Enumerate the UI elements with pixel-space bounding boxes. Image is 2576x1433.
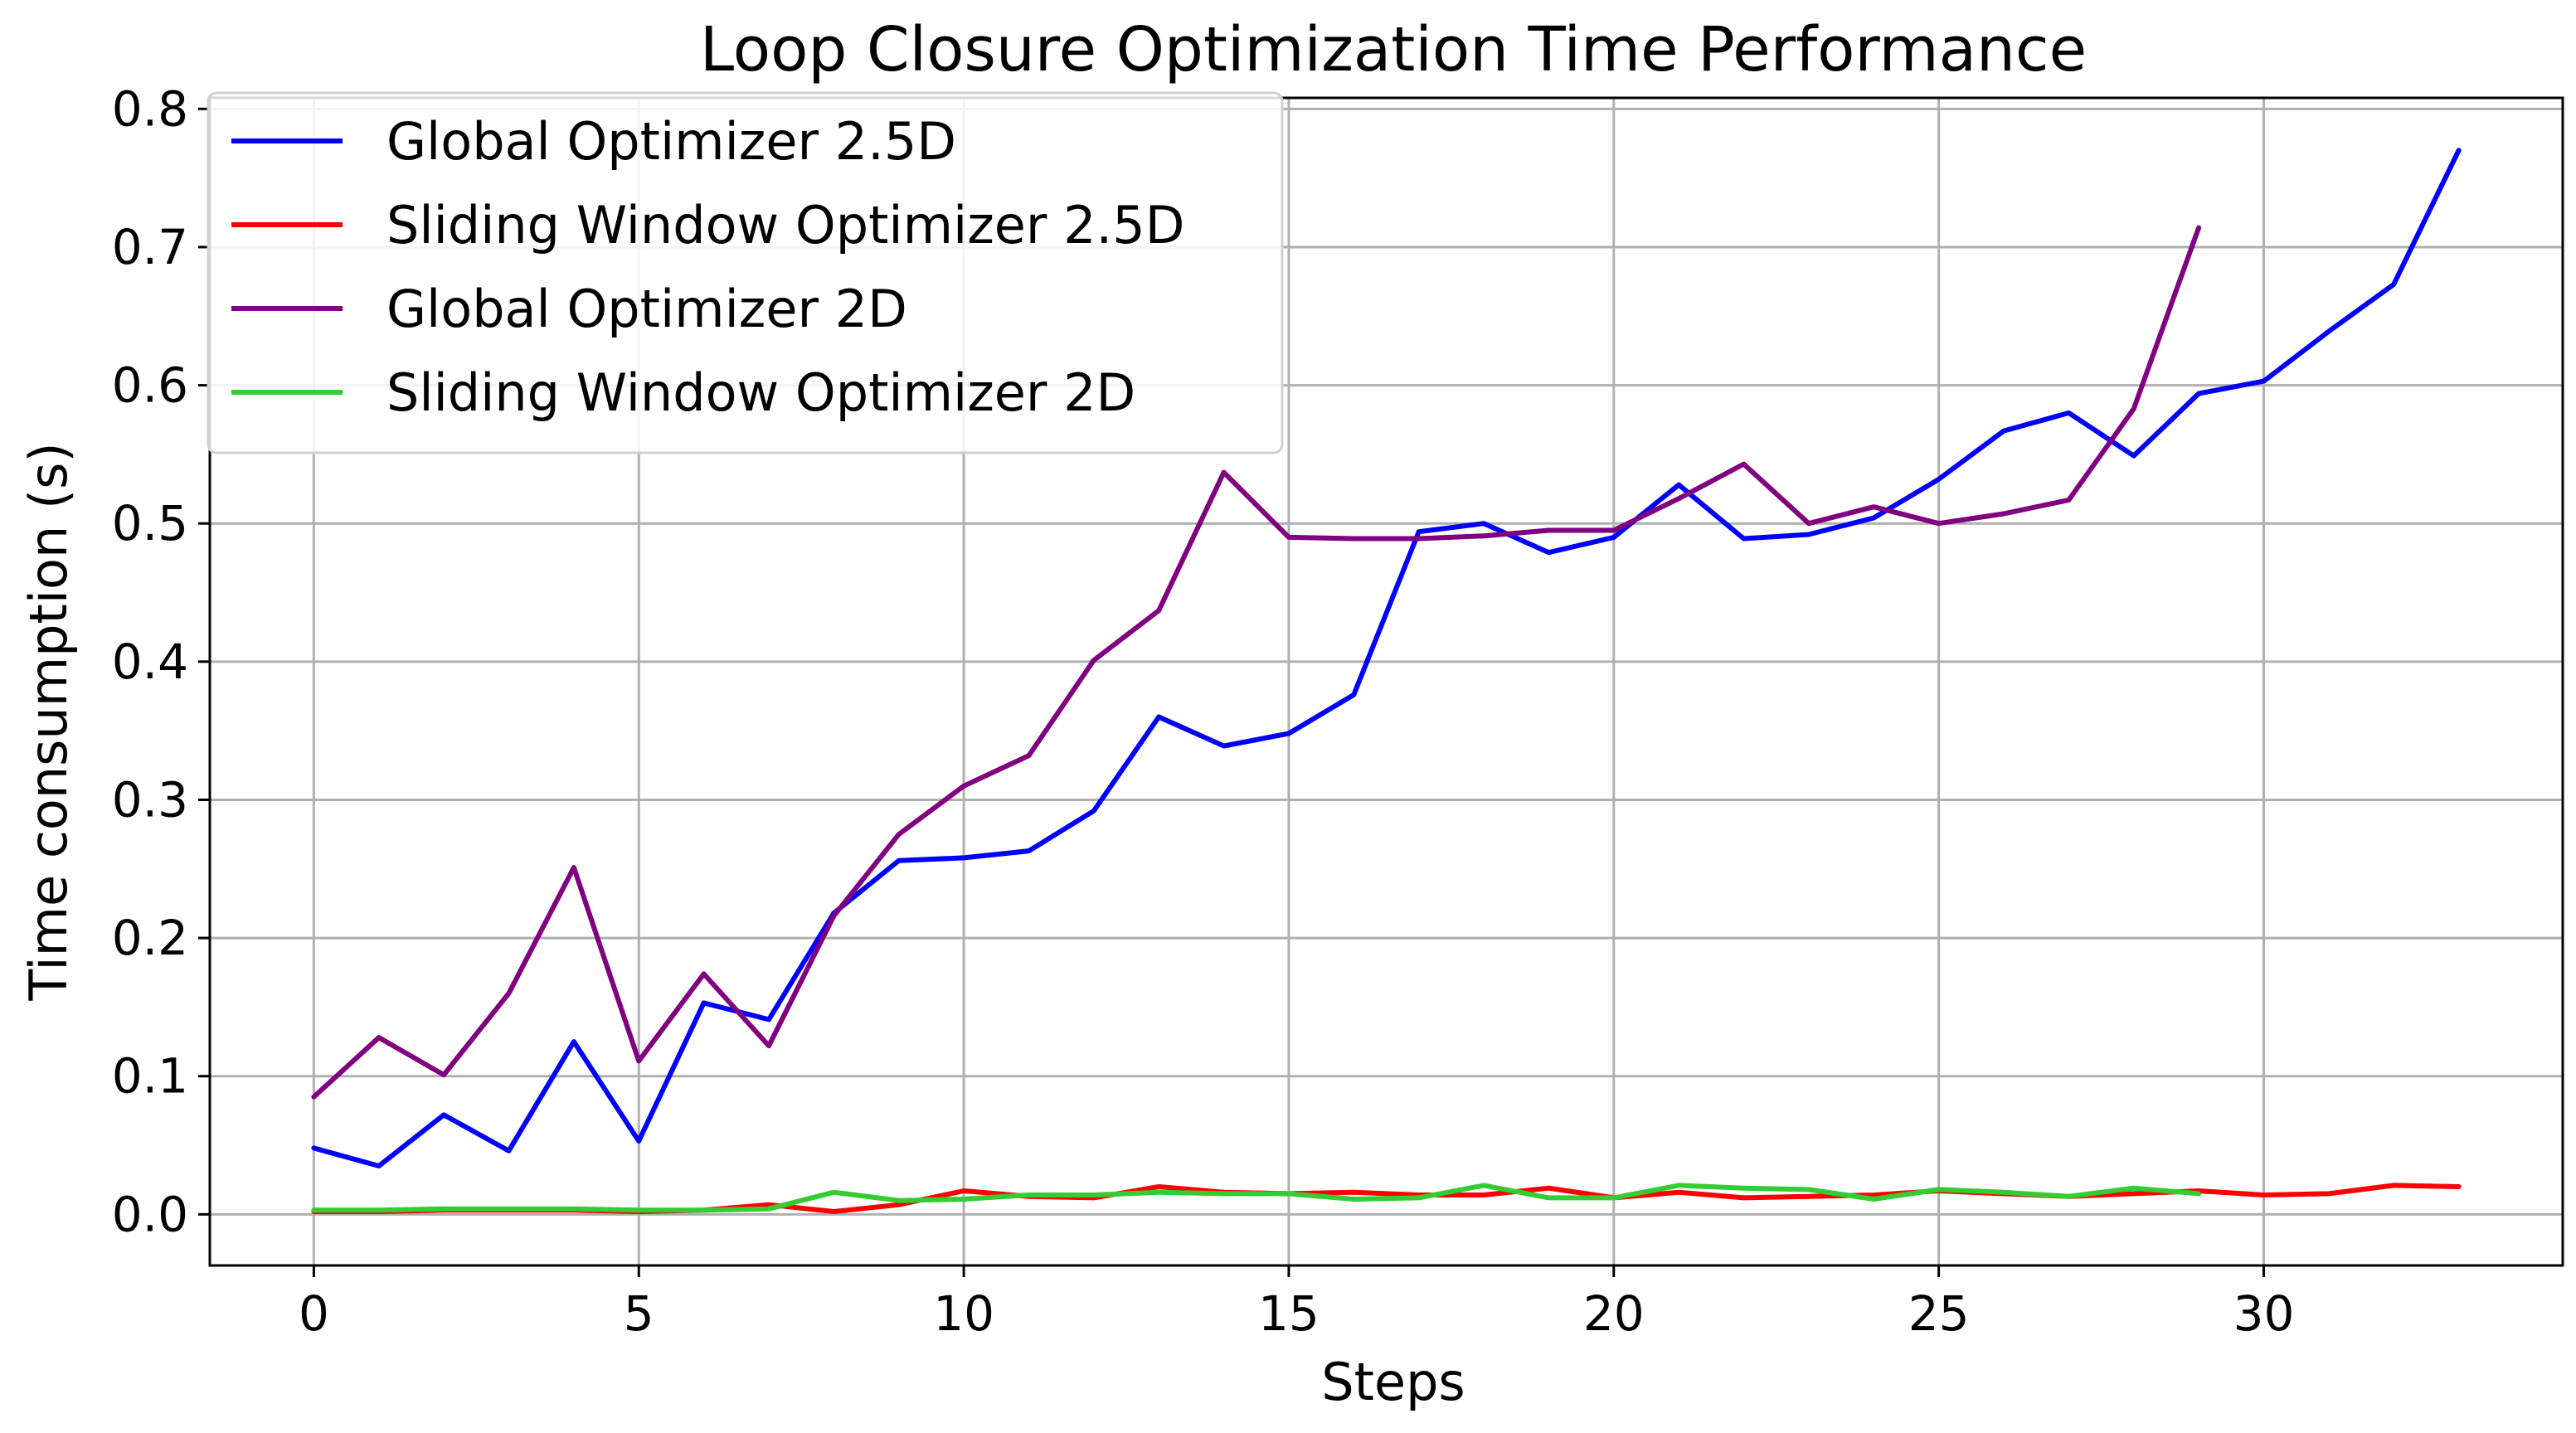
x-axis-label: Steps xyxy=(1321,1352,1465,1412)
x-tick-label: 25 xyxy=(1908,1285,1970,1342)
series-line-1 xyxy=(311,148,2462,1168)
legend-label: Global Optimizer 2.5D xyxy=(386,111,956,172)
legend-label: Sliding Window Optimizer 2D xyxy=(386,362,1135,423)
y-tick-label: 0.3 xyxy=(112,771,188,828)
x-tick-label: 10 xyxy=(933,1285,994,1342)
legend-item: Global Optimizer 2.5D xyxy=(231,111,956,172)
legend-item: Sliding Window Optimizer 2D xyxy=(231,362,1135,423)
y-tick-label: 0.5 xyxy=(112,495,188,551)
y-tick-label: 0.7 xyxy=(112,219,188,275)
y-tick-label: 0.6 xyxy=(112,357,188,414)
x-tick-label: 30 xyxy=(2233,1285,2295,1342)
x-tick-label: 20 xyxy=(1583,1285,1645,1342)
y-tick-label: 0.2 xyxy=(112,910,188,966)
legend-label: Sliding Window Optimizer 2.5D xyxy=(386,195,1184,255)
legend-label: Global Optimizer 2D xyxy=(386,279,907,339)
legend-item: Sliding Window Optimizer 2.5D xyxy=(231,195,1184,255)
series-lines xyxy=(311,148,2462,1214)
plot-frame xyxy=(208,96,2564,1267)
chart-title: Loop Closure Optimization Time Performan… xyxy=(700,14,2087,85)
x-tick-label: 15 xyxy=(1258,1285,1320,1342)
y-axis-label: Time consumption (s) xyxy=(18,442,79,1001)
series-line-3 xyxy=(311,225,2202,1100)
y-tick-label: 0.4 xyxy=(112,634,188,690)
legend-item: Global Optimizer 2D xyxy=(231,279,907,339)
y-tick-label: 0.0 xyxy=(112,1186,188,1242)
grid-lines xyxy=(210,98,2563,1265)
legend-box xyxy=(207,91,1284,454)
axis-ticks: 0 5 10 15 20 25 30 0.0 0.1 0.2 0.3 0.4 0.5 0.6 0.7 0.8 xyxy=(112,80,2295,1342)
x-tick-label: 0 xyxy=(299,1285,329,1342)
legend: Global Optimizer 2.5D Sliding Window Opti… xyxy=(207,91,1284,454)
y-tick-label: 0.1 xyxy=(112,1048,188,1105)
y-tick-label: 0.8 xyxy=(112,80,188,137)
x-tick-label: 5 xyxy=(624,1285,654,1342)
series-line-4 xyxy=(311,1183,2202,1213)
